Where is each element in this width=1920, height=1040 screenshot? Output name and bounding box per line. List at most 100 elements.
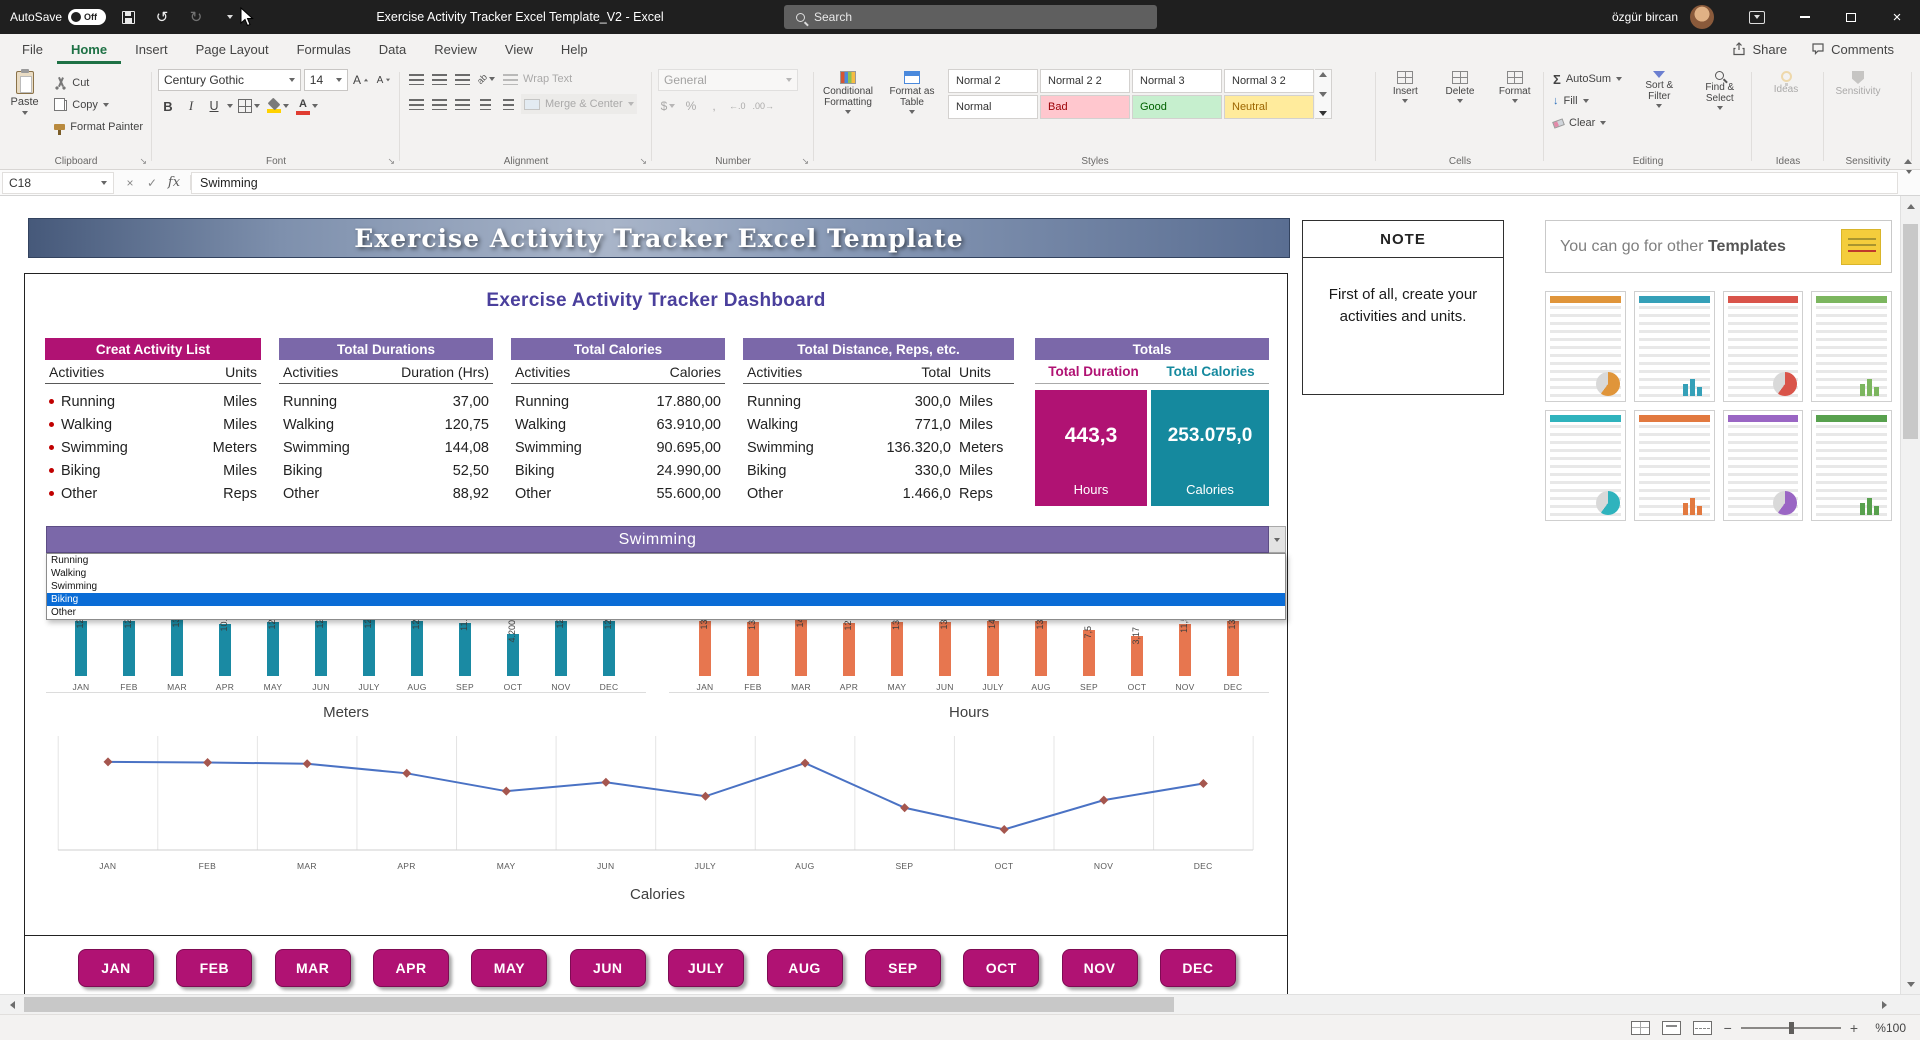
dropdown-arrow-button[interactable]	[1269, 526, 1286, 553]
template-thumbnail[interactable]	[1722, 410, 1804, 521]
cell[interactable]: Reps	[959, 485, 993, 502]
autosum-button[interactable]: Σ AutoSum	[1550, 69, 1625, 89]
dropdown-option-biking[interactable]: Biking	[47, 593, 1285, 606]
cell-style-normal-2[interactable]: Normal 2	[948, 69, 1038, 93]
page-break-view-button[interactable]	[1692, 1020, 1712, 1035]
scroll-up-button[interactable]	[1901, 196, 1920, 216]
borders-button[interactable]	[236, 96, 262, 116]
clear-button[interactable]: Clear	[1550, 113, 1625, 133]
calories-line-chart[interactable]	[46, 732, 1269, 852]
tab-page-layout[interactable]: Page Layout	[195, 41, 269, 57]
wrap-text-button[interactable]: Wrap Text	[500, 69, 575, 89]
cell[interactable]: Running	[515, 393, 570, 410]
cancel-entry-button[interactable]: ×	[126, 175, 134, 190]
vertical-scrollbar[interactable]	[1900, 196, 1920, 994]
cell[interactable]: Miles	[223, 462, 257, 479]
cell[interactable]: Miles	[223, 416, 257, 433]
meters-bar-chart[interactable]: 12.40012.60013.00010.80012.00012.40012.8…	[46, 556, 646, 676]
worksheet[interactable]: Exercise Activity Tracker Excel Template…	[0, 196, 1900, 994]
zoom-in-button[interactable]: +	[1849, 1019, 1858, 1036]
cell[interactable]: 55.600,00	[656, 485, 721, 502]
cell-style-normal-3[interactable]: Normal 3	[1132, 69, 1222, 93]
dropdown-option-swimming[interactable]: Swimming	[51, 581, 98, 592]
decrease-indent-button[interactable]	[475, 94, 495, 114]
template-thumbnail[interactable]	[1545, 291, 1626, 402]
scroll-down-button[interactable]	[1901, 974, 1920, 994]
paste-button[interactable]: Paste	[6, 69, 43, 115]
template-thumbnail[interactable]	[1811, 291, 1892, 402]
dropdown-option-running[interactable]: Running	[51, 555, 89, 566]
activity-dropdown[interactable]: Swimming	[46, 526, 1286, 553]
comma-style-button[interactable]: ,	[712, 99, 716, 113]
format-painter-button[interactable]: Format Painter	[51, 117, 146, 137]
cell[interactable]: Other	[515, 485, 552, 502]
dropdown-option-other[interactable]: Other	[51, 607, 77, 618]
cell[interactable]: Other	[747, 485, 784, 502]
cell[interactable]: Miles	[959, 416, 993, 433]
tab-formulas[interactable]: Formulas	[296, 41, 351, 57]
cell[interactable]: 90.695,00	[656, 439, 721, 456]
cell[interactable]: 24.990,00	[656, 462, 721, 479]
expand-formula-bar-button[interactable]	[1898, 169, 1920, 192]
comments-button[interactable]: Comments	[1803, 42, 1902, 57]
page-layout-view-button[interactable]	[1661, 1020, 1681, 1035]
month-button-july[interactable]: JULY	[668, 949, 745, 987]
cell-style-normal-3-2[interactable]: Normal 3 2	[1224, 69, 1314, 93]
cell[interactable]: Meters	[959, 439, 1004, 456]
maximize-button[interactable]	[1828, 0, 1874, 34]
tab-file[interactable]: File	[22, 41, 43, 57]
cell[interactable]: 300,0	[914, 393, 951, 410]
template-thumbnail[interactable]	[1633, 291, 1715, 402]
template-thumbnail[interactable]	[1633, 410, 1715, 521]
dialog-launcher-icon[interactable]: ↘	[387, 156, 395, 166]
bold-button[interactable]: B	[163, 98, 173, 114]
normal-view-button[interactable]	[1630, 1020, 1650, 1035]
cell[interactable]: Running	[45, 394, 199, 410]
avatar[interactable]	[1690, 5, 1714, 29]
collapse-ribbon-icon[interactable]	[1904, 159, 1912, 164]
cell[interactable]: 37,00	[452, 393, 489, 410]
cell[interactable]: 17.880,00	[656, 393, 721, 410]
confirm-entry-button[interactable]: ✓	[146, 175, 158, 190]
template-thumbnail[interactable]	[1545, 410, 1626, 521]
increase-font-button[interactable]: A	[351, 70, 371, 90]
cell[interactable]: Walking	[515, 416, 567, 433]
align-middle-button[interactable]	[429, 69, 449, 89]
align-bottom-button[interactable]	[452, 69, 472, 89]
font-color-button[interactable]: A	[294, 96, 320, 116]
italic-button[interactable]: I	[188, 98, 194, 113]
month-button-jun[interactable]: JUN	[569, 949, 646, 987]
template-thumbnail[interactable]	[1722, 291, 1804, 402]
align-right-button[interactable]	[452, 94, 472, 114]
merge-center-button[interactable]: Merge & Center	[521, 94, 637, 114]
month-button-sep[interactable]: SEP	[864, 949, 941, 987]
save-button[interactable]	[116, 5, 140, 29]
font-name-combobox[interactable]: Century Gothic	[158, 69, 301, 91]
autosave-toggle[interactable]: AutoSave Off	[10, 9, 107, 25]
cut-button[interactable]: Cut	[51, 73, 146, 93]
cell[interactable]: 88,92	[452, 485, 489, 502]
template-thumbnail[interactable]	[1811, 410, 1892, 521]
cell[interactable]: Swimming	[283, 439, 350, 456]
ribbon-display-options-button[interactable]	[1736, 0, 1782, 34]
cell[interactable]: Running	[747, 393, 802, 410]
qat-customize-button[interactable]	[218, 5, 242, 29]
undo-button[interactable]: ↺	[155, 9, 169, 26]
activity-dropdown-value[interactable]: Swimming	[46, 526, 1269, 553]
minimize-button[interactable]	[1782, 0, 1828, 34]
hours-bar-chart[interactable]: 13,51314,512,751313,251413,57,53,1711,51…	[669, 556, 1269, 676]
underline-button[interactable]: U	[209, 99, 219, 113]
cell[interactable]: Walking	[45, 417, 199, 433]
cell[interactable]: Swimming	[747, 439, 814, 456]
cell[interactable]: Biking	[45, 463, 199, 479]
month-button-aug[interactable]: AUG	[766, 949, 843, 987]
tab-home[interactable]: Home	[57, 34, 121, 64]
cell[interactable]: Miles	[959, 393, 993, 410]
month-button-dec[interactable]: DEC	[1159, 949, 1236, 987]
share-button[interactable]: Share	[1724, 42, 1795, 57]
tab-review[interactable]: Review	[434, 41, 477, 57]
close-button[interactable]: ×	[1874, 0, 1920, 34]
month-button-feb[interactable]: FEB	[176, 949, 253, 987]
cell-style-good[interactable]: Good	[1132, 95, 1222, 119]
horizontal-scroll-thumb[interactable]	[24, 997, 1174, 1012]
